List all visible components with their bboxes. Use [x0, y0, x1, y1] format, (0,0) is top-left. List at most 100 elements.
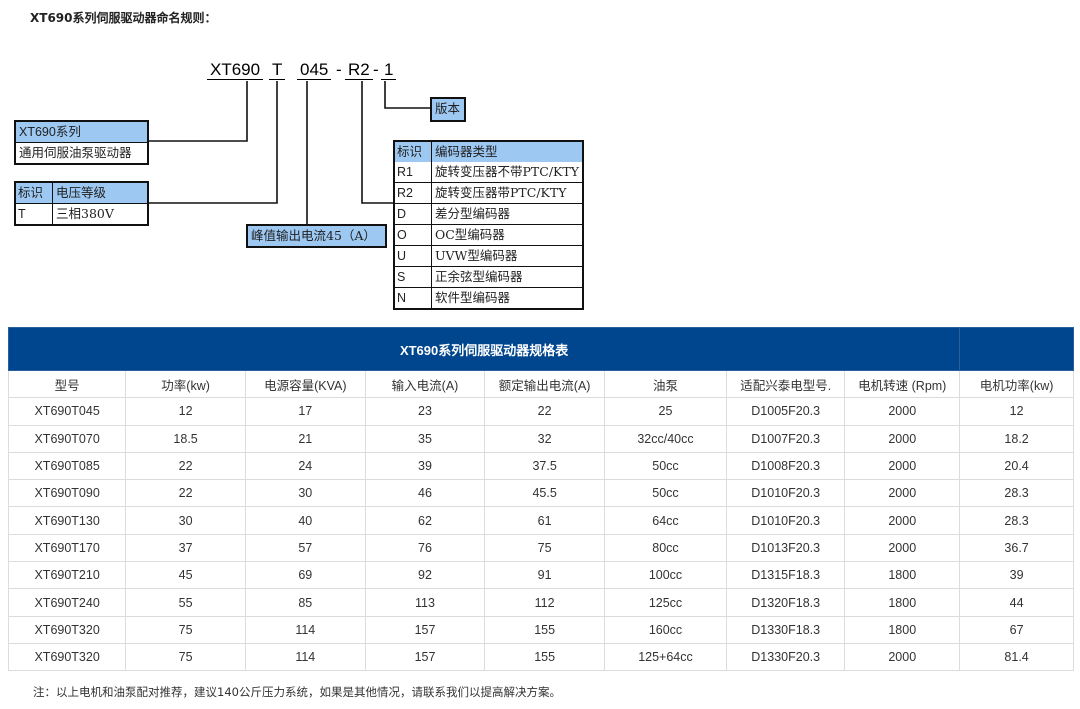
table-cell: 22 — [125, 451, 246, 481]
table-cell: D1008F20.3 — [726, 451, 846, 481]
series-header: XT690系列 — [19, 125, 81, 139]
encoder-desc: 正余弦型编码器 — [435, 269, 523, 284]
table-row: XT690T170 37 57 76 75 80cc D1013F20.3 2000 36.7 — [7, 533, 1074, 563]
version-label: 版本 — [435, 101, 461, 116]
table-cell: 75 — [125, 642, 246, 672]
column-header: 功率(kw) — [125, 369, 246, 399]
table-cell: 85 — [244, 588, 366, 617]
column-header: 输入电流(A) — [364, 369, 486, 399]
code-version: 1 — [381, 60, 397, 80]
encoder-id: S — [395, 267, 432, 287]
code-encoder: R2 — [345, 60, 373, 80]
encoder-box: 标识 编码器类型 R1 旋转变压器不带PTC/KTY R2 旋转变压器带PTC/KTY D… — [393, 140, 584, 310]
table-row: XT690T320 75 114 157 155 125+64cc D1330F20.3 20… — [7, 642, 1074, 672]
encoder-row: R1 旋转变压器不带PTC/KTY — [395, 162, 582, 182]
table-cell: 75 — [484, 533, 605, 563]
encoder-desc: 旋转变压器不带PTC/KTY — [435, 164, 579, 179]
table-cell: 28.3 — [959, 506, 1074, 535]
encoder-row: D 差分型编码器 — [395, 203, 582, 224]
table-cell: 22 — [484, 397, 605, 426]
encoder-row: S 正余弦型编码器 — [395, 266, 582, 287]
table-cell: 1800 — [844, 561, 961, 590]
table-cell: 100cc — [603, 561, 728, 590]
table-cell: 50cc — [603, 451, 728, 481]
table-cell: 36.7 — [959, 533, 1074, 563]
column-header: 型号 — [7, 369, 127, 399]
table-cell: 32cc/40cc — [603, 424, 728, 453]
connector-lines — [147, 81, 430, 224]
table-cell: XT690T240 — [7, 588, 127, 617]
encoder-desc: 差分型编码器 — [435, 206, 511, 221]
column-header: 额定输出电流(A) — [484, 369, 605, 399]
voltage-connector — [147, 81, 278, 204]
table-cell: 2000 — [844, 451, 961, 481]
table-cell: 30 — [125, 506, 246, 535]
table-cell: 160cc — [603, 615, 728, 644]
encoder-id: D — [395, 204, 432, 224]
code-series: XT690 — [207, 60, 264, 80]
version-connector — [384, 81, 430, 109]
table-cell: XT690T090 — [7, 479, 127, 508]
table-cell: 57 — [244, 533, 366, 563]
table-cell: 91 — [484, 561, 605, 590]
table-row: XT690T090 22 30 46 45.5 50cc D1010F20.3 2000 28.… — [7, 479, 1074, 508]
table-cell: 46 — [364, 479, 486, 508]
table-cell: 45 — [125, 561, 246, 590]
encoder-desc: 旋转变压器带PTC/KTY — [435, 185, 567, 200]
table-cell: 2000 — [844, 479, 961, 508]
series-connector — [147, 81, 248, 142]
table-cell: D1010F20.3 — [726, 506, 846, 535]
table-cell: 114 — [244, 642, 366, 672]
table-cell: 21 — [244, 424, 366, 453]
encoder-id: O — [395, 225, 432, 245]
table-cell: D1013F20.3 — [726, 533, 846, 563]
table-cell: 62 — [364, 506, 486, 535]
table-cell: XT690T320 — [7, 642, 127, 672]
series-desc: 通用伺服油泵驱动器 — [19, 145, 132, 160]
spec-title-row: XT690系列伺服驱动器规格表 — [7, 327, 1074, 371]
naming-rule-heading: XT690系列伺服驱动器命名规则： — [30, 11, 217, 25]
table-cell: 39 — [959, 561, 1074, 590]
table-cell: 22 — [125, 479, 246, 508]
table-cell: 1800 — [844, 615, 961, 644]
table-cell: D1007F20.3 — [726, 424, 846, 453]
table-cell: XT690T170 — [7, 533, 127, 563]
table-cell: 55 — [125, 588, 246, 617]
table-cell: 125+64cc — [603, 642, 728, 672]
table-cell: XT690T210 — [7, 561, 127, 590]
spec-table: XT690系列伺服驱动器规格表 型号 功率(kw) 电源容量(KVA) 输入电流(A)… — [7, 327, 1074, 672]
table-cell: 45.5 — [484, 479, 605, 508]
encoder-desc: 软件型编码器 — [435, 290, 511, 305]
table-cell: 23 — [364, 397, 486, 426]
table-cell: 12 — [125, 397, 246, 426]
table-cell: 64cc — [603, 506, 728, 535]
voltage-desc: 三相380V — [56, 206, 114, 221]
table-cell: 155 — [484, 615, 605, 644]
spec-header-row: 型号 功率(kw) 电源容量(KVA) 输入电流(A) 额定输出电流(A) 油泵 适配兴泰电… — [7, 369, 1074, 399]
encoder-row: R2 旋转变压器带PTC/KTY — [395, 182, 582, 203]
table-cell: 40 — [244, 506, 366, 535]
table-cell: D1320F18.3 — [726, 588, 846, 617]
voltage-col1: 标识 — [16, 183, 53, 203]
table-cell: 75 — [125, 615, 246, 644]
encoder-id: U — [395, 246, 432, 266]
table-cell: XT690T085 — [7, 451, 127, 481]
table-row: XT690T045 12 17 23 22 25 D1005F20.3 2000 12 — [7, 397, 1074, 426]
current-box: 峰值输出电流45（A） — [246, 224, 387, 248]
table-cell: 69 — [244, 561, 366, 590]
voltage-box: 标识 电压等级 T 三相380V — [14, 181, 149, 226]
table-cell: XT690T130 — [7, 506, 127, 535]
table-cell: 2000 — [844, 533, 961, 563]
encoder-id: N — [395, 288, 432, 308]
encoder-col1: 标识 — [395, 142, 432, 162]
footnote: 注：以上电机和油泵配对推荐，建议140公斤压力系统，如果是其他情况，请联系我们以… — [33, 685, 561, 699]
table-cell: 125cc — [603, 588, 728, 617]
table-cell: 81.4 — [959, 642, 1074, 672]
table-row: XT690T085 22 24 39 37.5 50cc D1008F20.3 2000 20.… — [7, 451, 1074, 481]
table-cell: 18.5 — [125, 424, 246, 453]
table-cell: XT690T320 — [7, 615, 127, 644]
table-cell: 92 — [364, 561, 486, 590]
table-cell: 50cc — [603, 479, 728, 508]
table-cell: D1315F18.3 — [726, 561, 846, 590]
